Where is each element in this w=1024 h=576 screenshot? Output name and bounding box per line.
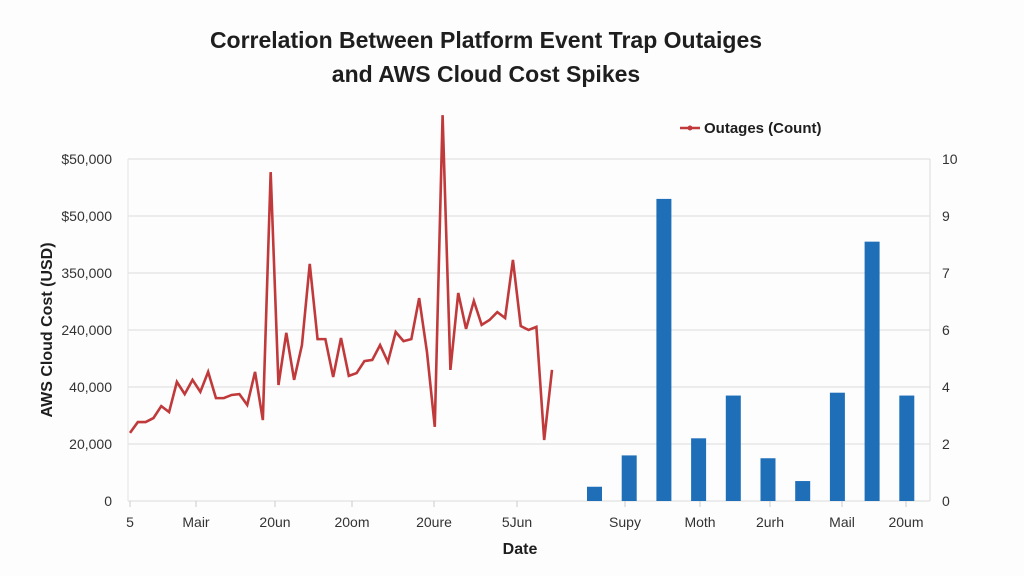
x-tick-label: 2urh: [756, 514, 784, 530]
legend: Outages (Count): [680, 120, 822, 137]
outage-bar: [725, 395, 741, 501]
outage-bar: [864, 241, 880, 501]
y-right-tick-label: 2: [942, 436, 950, 452]
outage-bar: [795, 481, 811, 501]
y-left-tick-label: 20,000: [69, 436, 112, 452]
y-left-tick-label: 350,000: [61, 265, 112, 281]
y-left-tick-label: 240,000: [61, 322, 112, 338]
y-left-tick-label: 0: [104, 493, 112, 509]
legend-label: Outages (Count): [704, 120, 822, 137]
x-tick-label: 20ure: [416, 514, 452, 530]
y-right-tick-label: 9: [942, 208, 950, 224]
x-tick-label: Moth: [684, 514, 715, 530]
x-tick-label: 20un: [259, 514, 290, 530]
y-axis-label: AWS Cloud Cost (USD): [39, 242, 56, 417]
outage-bar: [691, 438, 707, 501]
y-right-tick-label: 6: [942, 322, 950, 338]
y-right-tick-label: 7: [942, 265, 950, 281]
outage-bar: [587, 486, 602, 501]
cost-line: [128, 115, 554, 441]
x-tick-label: 5Jun: [502, 514, 532, 530]
y-left-tick-label: $50,000: [61, 208, 112, 224]
y-left-tick-label: $50,000: [61, 151, 112, 167]
x-tick-label: Mail: [829, 514, 855, 530]
bar-series: [587, 198, 915, 501]
outage-bar: [899, 395, 915, 501]
legend-dot-marker: [687, 125, 693, 131]
line-series: [128, 115, 554, 441]
x-tick-label: 20om: [334, 514, 369, 530]
outage-bar: [829, 392, 845, 501]
chart-title-line-1: Correlation Between Platform Event Trap …: [209, 27, 763, 53]
outage-bar: [621, 455, 637, 501]
chart-title-line-2: and AWS Cloud Cost Spikes: [331, 61, 641, 87]
x-tick-label: Mair: [182, 514, 210, 530]
x-tick-label: 20um: [888, 514, 923, 530]
x-axis-label: Date: [503, 541, 538, 558]
outage-bar: [760, 458, 776, 501]
y-right-tick-label: 0: [942, 493, 950, 509]
y-left-tick-label: 40,000: [69, 379, 112, 395]
x-tick-label: 5: [126, 514, 134, 530]
gridlines: [127, 158, 931, 507]
outage-bar: [656, 198, 672, 501]
y-right-tick-label: 10: [942, 151, 958, 167]
y-right-tick-label: 4: [942, 379, 950, 395]
x-tick-label: Supy: [609, 514, 641, 530]
